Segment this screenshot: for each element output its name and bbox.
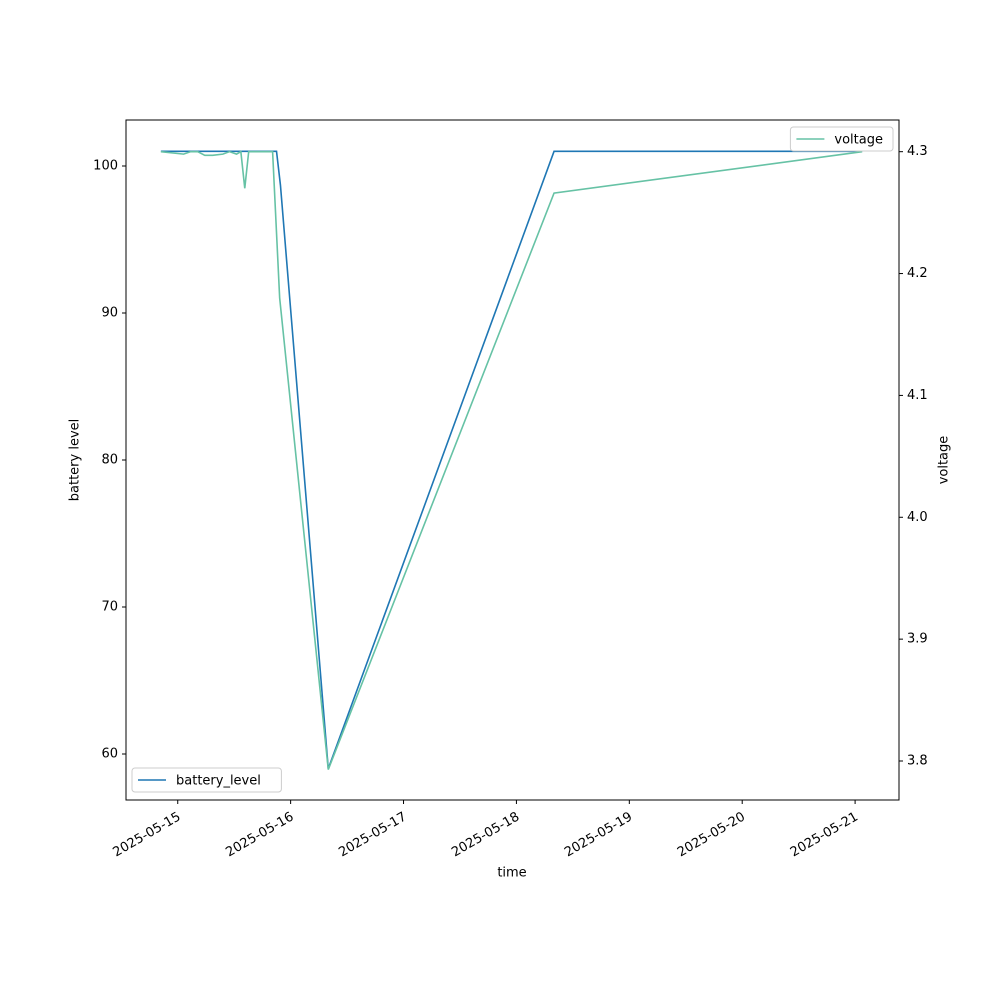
x-axis-label: time xyxy=(497,866,526,881)
x-tick-label: 2025-05-18 xyxy=(449,810,522,861)
y-tick-label: 60 xyxy=(101,746,118,761)
legend-box xyxy=(131,767,282,793)
y-tick-label: 70 xyxy=(101,599,118,614)
series-line xyxy=(160,150,863,769)
x-tick-label: 2025-05-15 xyxy=(111,810,184,861)
y2-tick-label: 4.3 xyxy=(907,144,928,159)
x-tick-label: 2025-05-17 xyxy=(336,810,409,861)
x-tick-label: 2025-05-19 xyxy=(562,810,635,861)
x-tick-label: 2025-05-20 xyxy=(675,810,748,861)
legend-label: voltage xyxy=(834,133,883,148)
y2-axis-label: voltage xyxy=(937,436,952,485)
y-tick-label: 90 xyxy=(101,306,118,321)
y2-tick-label: 4.2 xyxy=(907,266,928,281)
y2-tick-label: 4.0 xyxy=(907,510,928,525)
series-line xyxy=(160,150,863,770)
y-axis-label: battery level xyxy=(68,419,83,502)
y-tick-label: 80 xyxy=(101,453,118,468)
legend-box xyxy=(789,126,894,152)
plot-frame xyxy=(125,119,900,801)
x-tick-label: 2025-05-21 xyxy=(788,810,861,861)
legend-label: battery_level xyxy=(176,774,261,789)
y2-tick-label: 3.8 xyxy=(907,754,928,769)
x-tick-label: 2025-05-16 xyxy=(223,810,296,861)
y-tick-label: 100 xyxy=(93,159,118,174)
y2-tick-label: 3.9 xyxy=(907,632,928,647)
y2-tick-label: 4.1 xyxy=(907,388,928,403)
